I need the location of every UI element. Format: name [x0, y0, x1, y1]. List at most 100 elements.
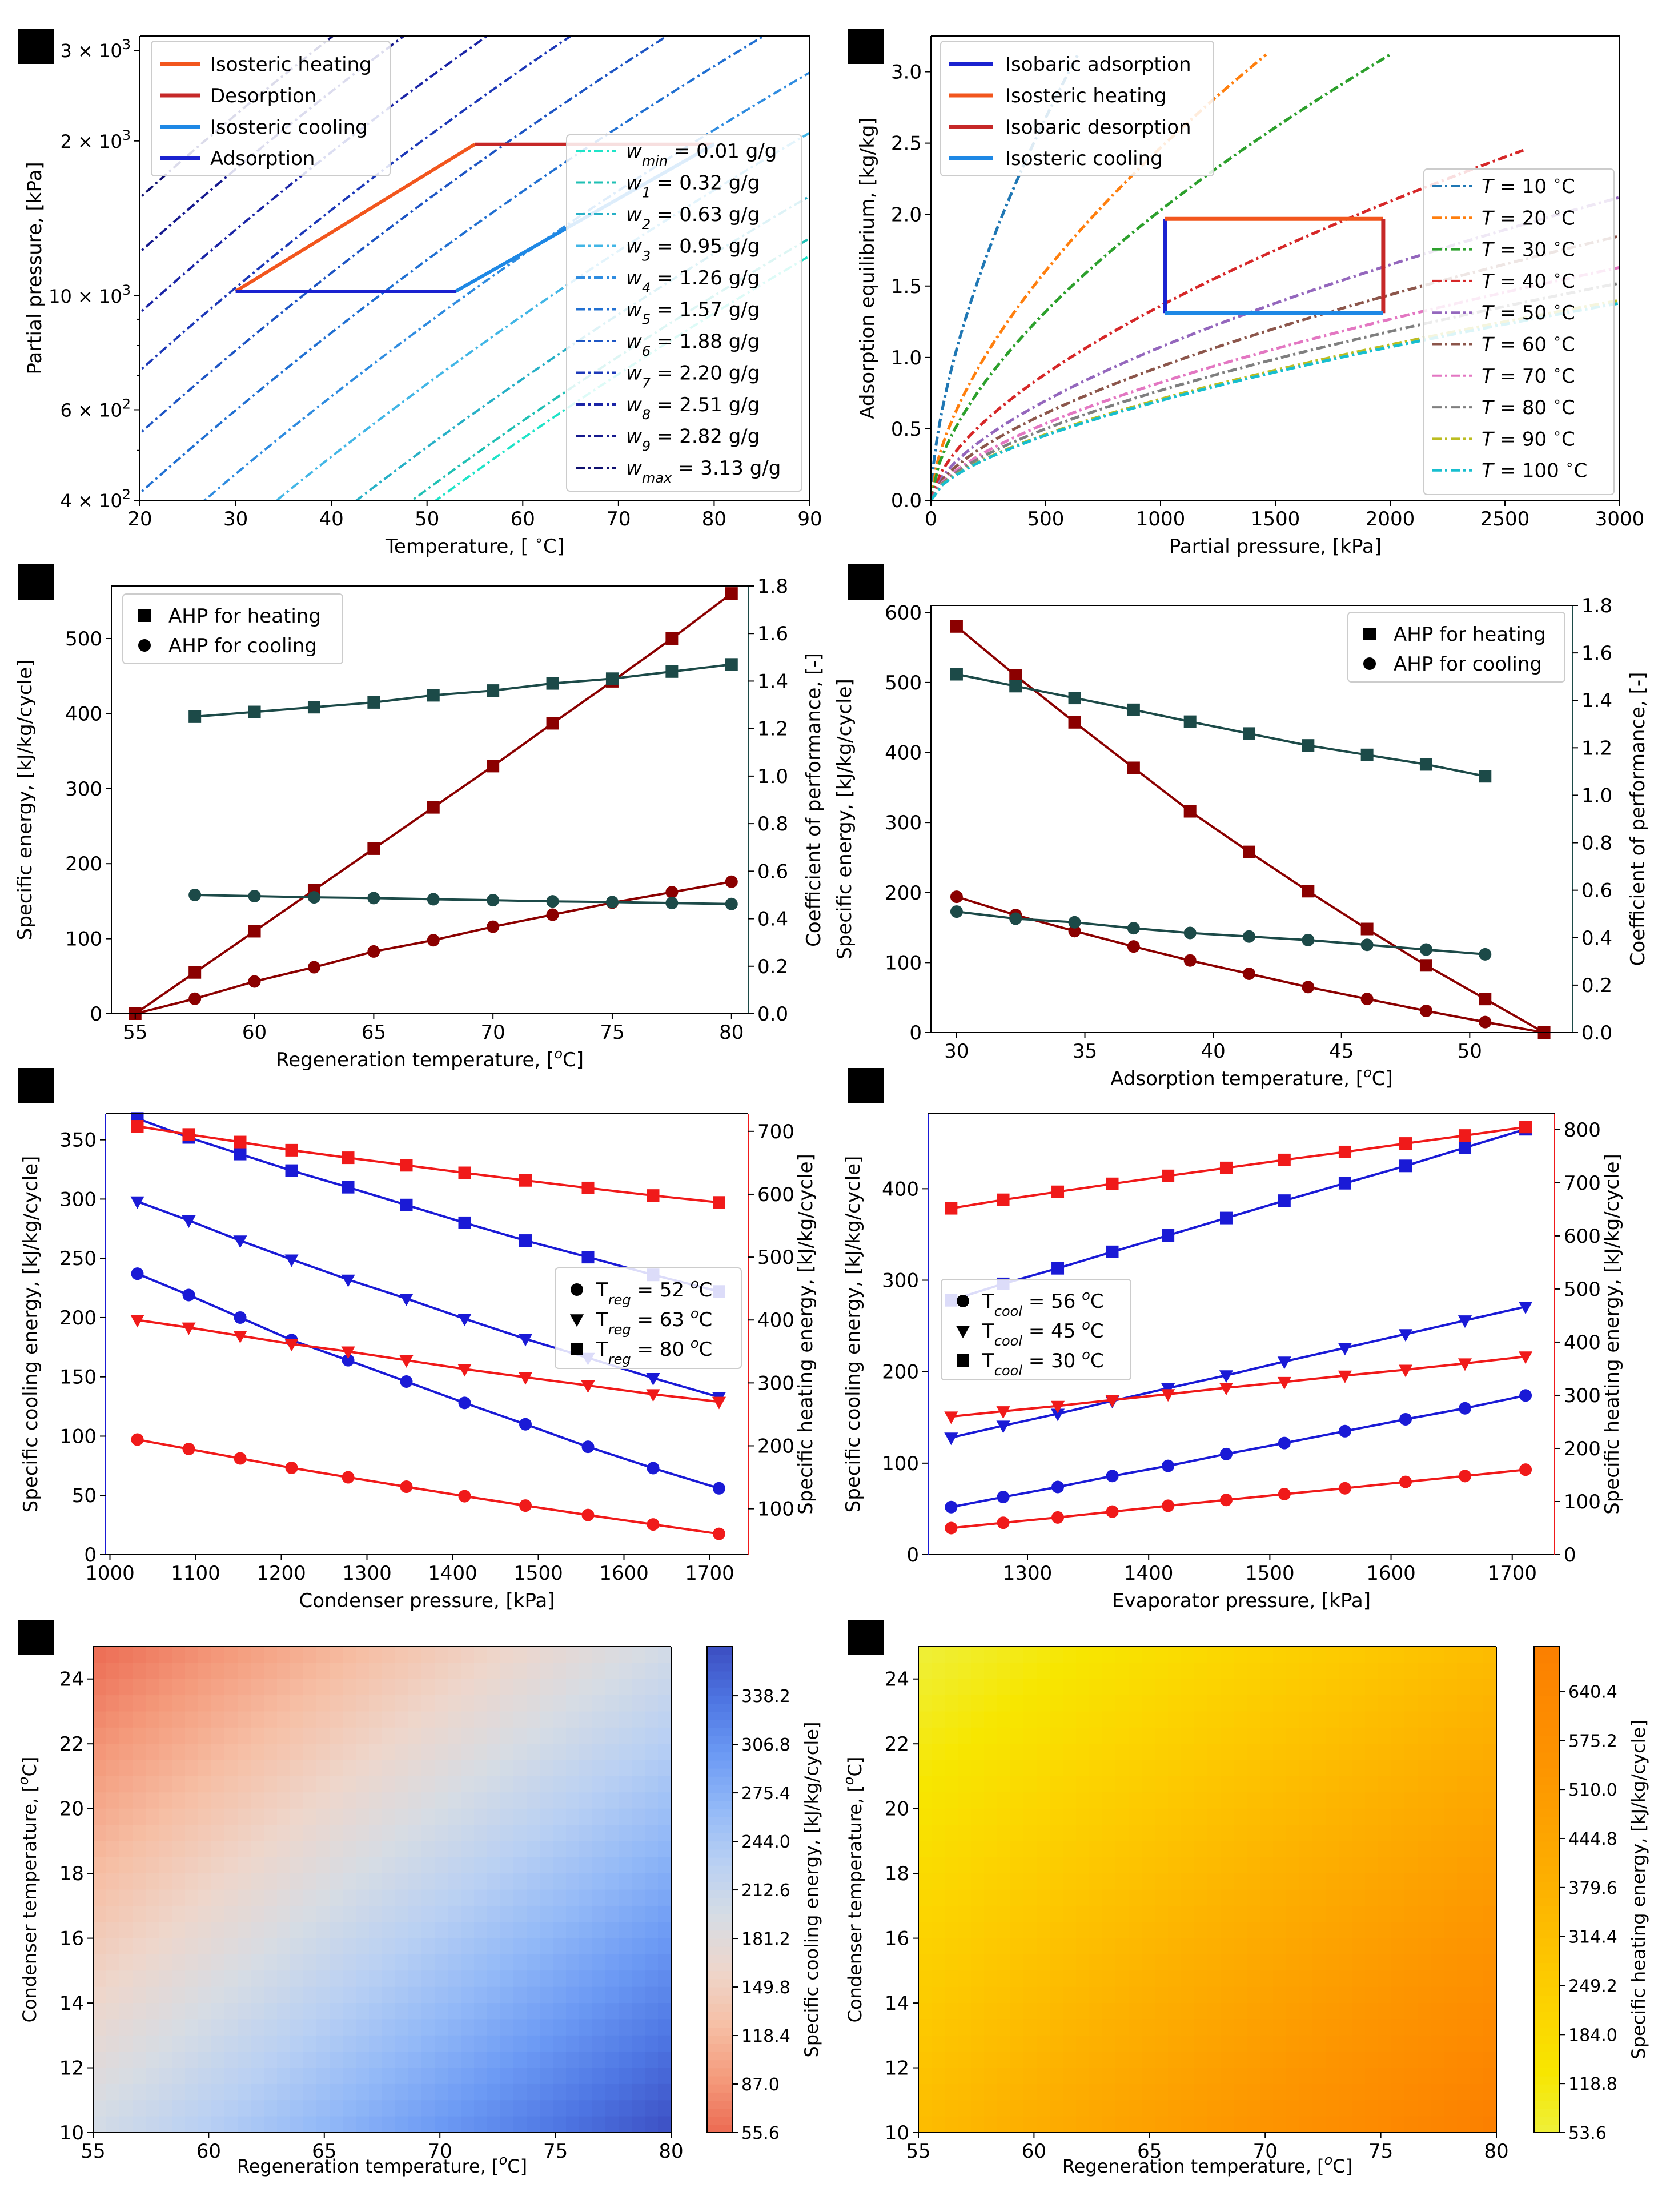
heatmap-cell — [1312, 1695, 1326, 1712]
triangle-marker — [1161, 1389, 1175, 1402]
colorbar-segment — [1534, 1881, 1559, 1890]
heatmap-cell — [382, 1776, 396, 1793]
y-tick-label: 300 — [59, 1188, 97, 1211]
heatmap-cell — [1286, 1841, 1300, 1858]
heatmap-cell — [1194, 2068, 1208, 2085]
y2-tick-label: 0.8 — [1581, 832, 1612, 855]
heatmap-cell — [1181, 2052, 1195, 2069]
heatmap-cell — [932, 1857, 945, 1874]
heatmap-cell — [159, 1986, 172, 2004]
heatmap-cell — [1181, 1938, 1195, 1955]
heatmap-cell — [1142, 1744, 1155, 1761]
heatmap-cell — [997, 1792, 1011, 1809]
label-part: cool — [994, 1303, 1023, 1319]
heatmap-cell — [1023, 2068, 1037, 2085]
heatmap-cell — [277, 1711, 291, 1728]
heatmap-cell — [1312, 2116, 1326, 2133]
heatmap-cell — [1444, 1727, 1458, 1744]
heatmap-cell — [369, 2052, 383, 2069]
legend-entry: Isosteric heating — [1005, 85, 1167, 107]
y-tick-label: 200 — [885, 882, 922, 905]
heatmap-cell — [224, 1825, 238, 1842]
heatmap-cell — [579, 1679, 593, 1696]
y-tick-label: 0.0 — [891, 489, 922, 512]
heatmap-cell — [1286, 1873, 1300, 1890]
square-marker — [1106, 1177, 1119, 1190]
colorbar-segment — [707, 1752, 732, 1761]
heatmap-cell — [133, 1922, 146, 1939]
heatmap-cell — [658, 2052, 672, 2069]
square-marker — [1068, 692, 1081, 705]
circle-marker — [1278, 1436, 1291, 1450]
heatmap-cell — [303, 1776, 317, 1793]
heatmap-cell — [1089, 1792, 1103, 1809]
label-part: 4 × 10 — [60, 490, 122, 512]
heatmap-cell — [408, 2116, 422, 2133]
heatmap-cell — [369, 1776, 383, 1793]
heatmap-cell — [343, 1744, 356, 1761]
colorbar-segment — [707, 1994, 732, 2004]
heatmap-cell — [290, 1905, 304, 1923]
heatmap-cell — [251, 2068, 264, 2085]
circle-marker — [1243, 967, 1256, 980]
heatmap-cell — [1168, 1986, 1182, 2004]
colorbar-segment — [1534, 1687, 1559, 1696]
heatmap-cell — [1312, 1744, 1326, 1761]
heatmap-cell — [1129, 1986, 1142, 2004]
heatmap-cell — [343, 1695, 356, 1712]
heatmap-cell — [984, 1986, 998, 2004]
heatmap-cell — [1260, 1776, 1274, 1793]
heatmap-cell — [513, 1922, 527, 1939]
heatmap-cell — [579, 1954, 593, 1972]
heatmap-cell — [1063, 1889, 1077, 1906]
heatmap-cell — [448, 1954, 461, 1972]
heatmap-cell — [1063, 1954, 1077, 1972]
heatmap-cell — [553, 1873, 567, 1890]
heatmap-cell — [658, 2116, 672, 2133]
heatmap-cell — [146, 1889, 159, 1906]
y-tick-label: 0 — [909, 1022, 922, 1045]
heatmap-cell — [330, 2019, 343, 2036]
heatmap-cell — [1181, 2068, 1195, 2085]
label-part: C — [1090, 1290, 1104, 1313]
heatmap-cell — [290, 1938, 304, 1955]
heatmap-cell — [119, 2035, 133, 2052]
heatmap-cell — [1023, 1873, 1037, 1890]
heatmap-cell — [619, 1857, 632, 1874]
legend-entry: T = 40 ∘C — [1482, 267, 1575, 293]
heatmap-cell — [1050, 1760, 1063, 1777]
heatmap-cell — [1023, 1679, 1037, 1696]
heatmap-cell — [1037, 1808, 1050, 1825]
heatmap-cell — [435, 2116, 448, 2133]
heatmap-cell — [172, 1970, 186, 1988]
heatmap-cell — [1418, 1841, 1431, 1858]
circle-marker — [1162, 1459, 1175, 1472]
heatmap-cell — [1483, 2003, 1497, 2020]
heatmap-cell — [264, 1711, 278, 1728]
y2-tick-label: 600 — [1564, 1225, 1601, 1248]
heatmap-cell — [1286, 1986, 1300, 2004]
heatmap-cell — [303, 1873, 317, 1890]
heatmap-cell — [1470, 2035, 1484, 2052]
square-marker — [285, 1143, 298, 1157]
heatmap-cell — [1273, 1889, 1287, 1906]
heatmap-cell — [984, 2019, 998, 2036]
heatmap-cell — [1418, 1873, 1431, 1890]
heatmap-cell — [1129, 2116, 1142, 2133]
heatmap-cell — [592, 1744, 606, 1761]
colorbar-segment — [707, 1800, 732, 1809]
legend-entry: w9 = 2.82 g/g — [626, 425, 760, 455]
heatmap-cell — [474, 1857, 488, 1874]
heatmap-cell — [408, 1873, 422, 1890]
heatmap-cell — [211, 1986, 225, 2004]
circle-marker — [427, 893, 440, 906]
heatmap-cell — [316, 1970, 330, 1988]
circle-marker — [1278, 1487, 1291, 1500]
colorbar-segment — [707, 1922, 732, 1931]
heatmap-cell — [619, 1922, 632, 1939]
y-tick-label: 10 — [885, 2122, 909, 2145]
y-axis-label: Condenser temperature, [oC] — [15, 1757, 41, 2023]
square-marker — [713, 1196, 725, 1209]
square-marker — [1302, 885, 1315, 898]
